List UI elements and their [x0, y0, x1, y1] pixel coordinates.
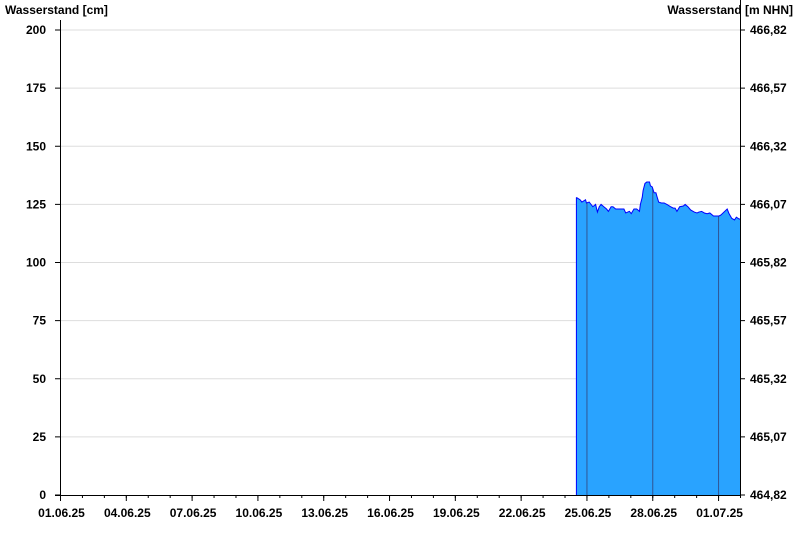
y-tick-label-right: 466,32 — [750, 139, 787, 153]
x-tick-label: 25.06.25 — [565, 506, 612, 520]
y-tick-label-left: 200 — [26, 23, 46, 37]
x-tick-label: 28.06.25 — [630, 506, 677, 520]
y-tick-label-left: 100 — [26, 256, 46, 270]
y-tick-label-left: 175 — [26, 81, 46, 95]
y-tick-label-left: 150 — [26, 139, 46, 153]
series-line — [576, 181, 740, 221]
y-tick-label-left: 125 — [26, 197, 46, 211]
y-tick-label-left: 0 — [39, 488, 46, 502]
x-tick-label: 04.06.25 — [104, 506, 151, 520]
x-tick-label: 10.06.25 — [236, 506, 283, 520]
y-tick-label-right: 465,82 — [750, 256, 787, 270]
right-axis-title: Wasserstand [m NHN] — [667, 3, 793, 17]
x-tick-label: 13.06.25 — [301, 506, 348, 520]
y-tick-label-right: 464,82 — [750, 488, 787, 502]
y-tick-label-right: 466,82 — [750, 23, 787, 37]
y-tick-label-right: 466,07 — [750, 197, 787, 211]
x-tick-label: 01.06.25 — [38, 506, 85, 520]
x-tick-label: 01.07.25 — [696, 506, 743, 520]
x-tick-label: 22.06.25 — [499, 506, 546, 520]
y-tick-label-right: 465,32 — [750, 372, 787, 386]
x-tick-label: 19.06.25 — [433, 506, 480, 520]
y-tick-label-right: 466,57 — [750, 81, 787, 95]
area-gridlines — [586, 182, 720, 495]
x-tick-label: 16.06.25 — [367, 506, 414, 520]
y-tick-label-right: 465,07 — [750, 430, 787, 444]
y-tick-label-right: 465,57 — [750, 314, 787, 328]
y-tick-label-left: 50 — [33, 372, 47, 386]
x-tick-label: 07.06.25 — [170, 506, 217, 520]
y-tick-label-left: 25 — [33, 430, 47, 444]
series-area — [576, 182, 740, 495]
y-tick-label-left: 75 — [33, 314, 47, 328]
left-axis-title: Wasserstand [cm] — [5, 3, 108, 17]
